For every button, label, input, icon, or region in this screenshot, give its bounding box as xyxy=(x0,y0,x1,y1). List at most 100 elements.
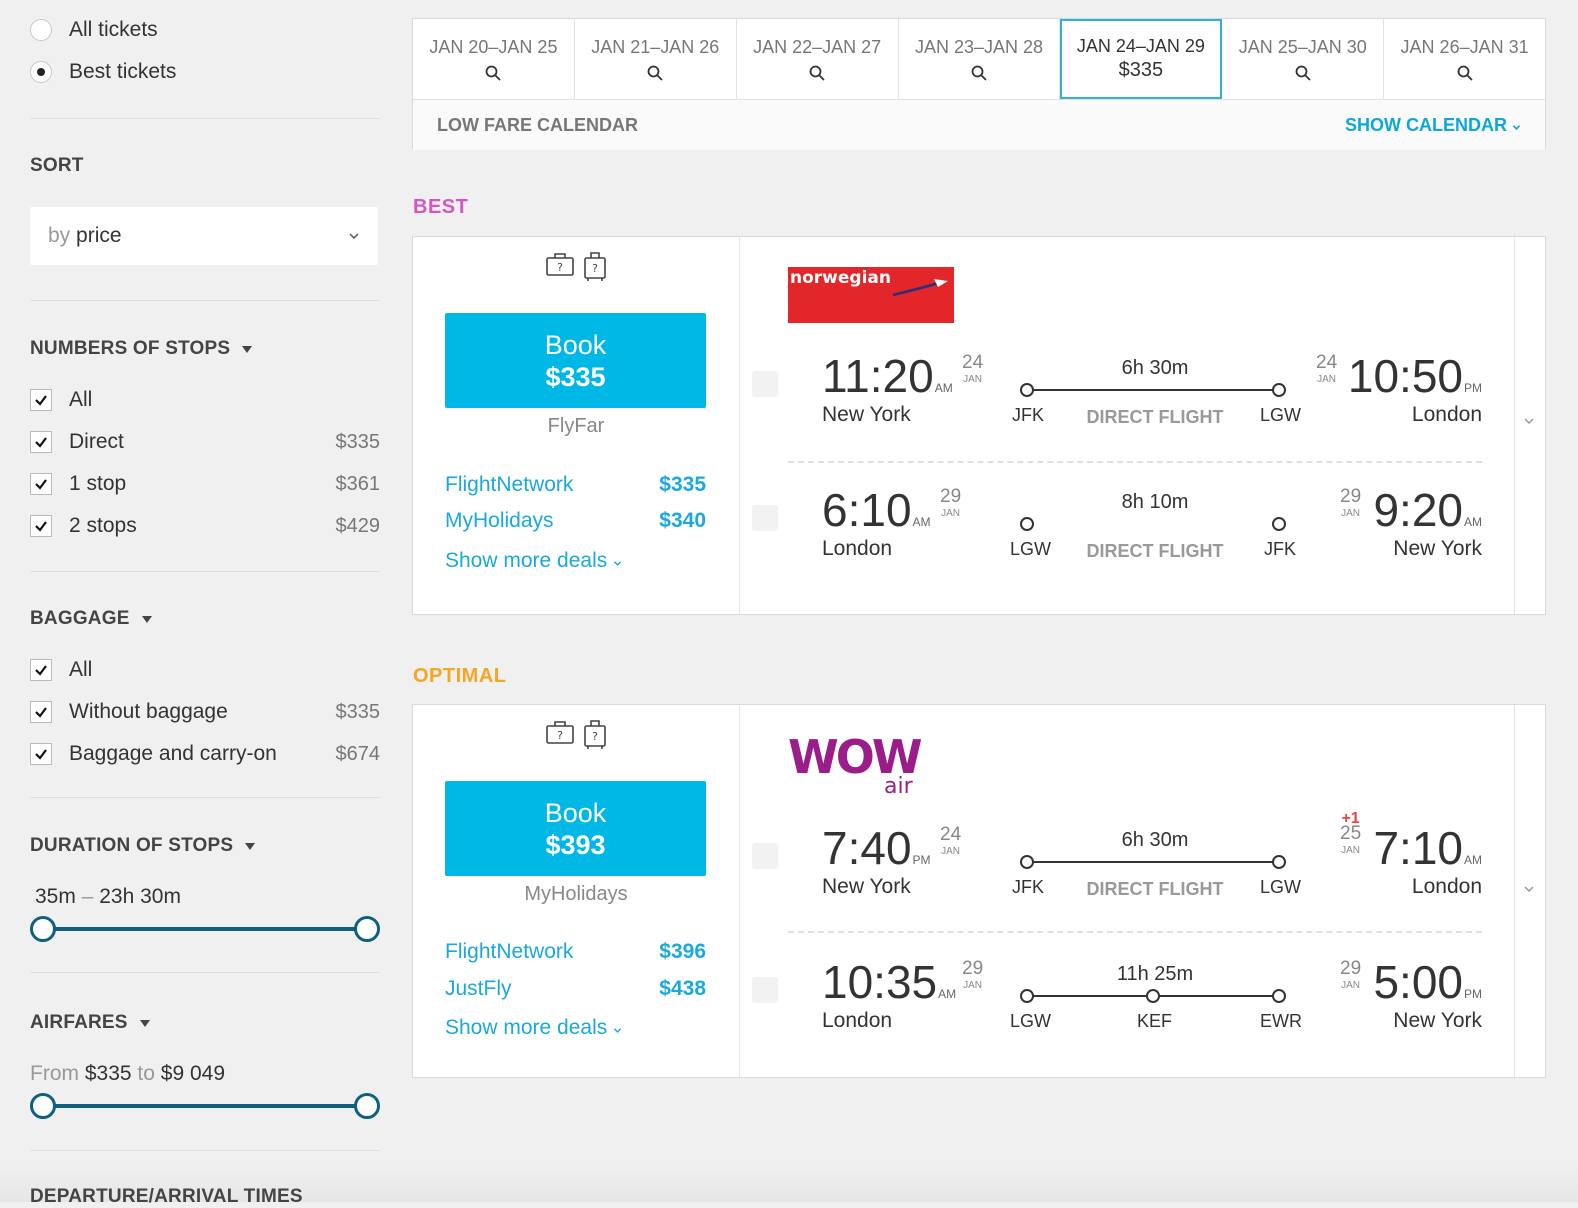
radio-best-tickets[interactable]: Best tickets xyxy=(30,51,382,93)
alt-deal[interactable]: FlightNetwork $396 xyxy=(445,940,706,964)
date-option[interactable]: JAN 22–JAN 27 xyxy=(737,19,899,99)
stops-list: All Direct $335 1 stop $361 2 stops $429 xyxy=(30,379,380,547)
am-pm: AM xyxy=(912,515,931,529)
caret-down-icon xyxy=(242,345,253,353)
flight-duration: 8h 10m xyxy=(1121,491,1189,513)
checkbox[interactable] xyxy=(30,473,52,495)
stops-option-all[interactable]: All xyxy=(30,379,380,421)
search-icon xyxy=(971,65,987,81)
slider-track xyxy=(42,927,368,931)
checkbox[interactable] xyxy=(30,515,52,537)
leg-select-checkbox[interactable] xyxy=(752,505,778,531)
day: 29 xyxy=(940,486,962,507)
airfares-title[interactable]: AIRFARES xyxy=(30,1012,150,1034)
alt-deal[interactable]: JustFly $438 xyxy=(445,977,706,1001)
slider-handle-min[interactable] xyxy=(30,1093,56,1119)
checkbox[interactable] xyxy=(30,659,52,681)
destination-airport: LGW xyxy=(1260,877,1302,897)
times-title-visible[interactable]: DEPARTURE/ARRIVAL TIMES xyxy=(30,1186,303,1207)
radio-button[interactable] xyxy=(30,19,52,41)
search-icon xyxy=(1295,65,1311,81)
baggage-option-with-carry-on[interactable]: Baggage and carry-on $674 xyxy=(30,733,380,775)
airport-dot xyxy=(1272,517,1286,531)
date-option[interactable]: JAN 21–JAN 26 xyxy=(575,19,737,99)
stops-option-2-stops[interactable]: 2 stops $429 xyxy=(30,505,380,547)
leg-select-checkbox[interactable] xyxy=(752,371,778,397)
baggage-option-without[interactable]: Without baggage $335 xyxy=(30,691,380,733)
checkbox[interactable] xyxy=(30,431,52,453)
book-label: Book xyxy=(544,797,607,828)
chevron-down-icon[interactable] xyxy=(1523,417,1535,425)
airport-dot xyxy=(1272,855,1286,869)
am-pm: AM xyxy=(1464,853,1482,867)
leg-select-checkbox[interactable] xyxy=(752,843,778,869)
am-pm: AM xyxy=(938,987,957,1001)
month: JAN xyxy=(963,374,983,385)
date-option[interactable]: JAN 20–JAN 25 xyxy=(413,19,575,99)
day: 24 xyxy=(962,352,984,373)
book-button[interactable]: Book $335 xyxy=(445,313,706,408)
time: 11:20 xyxy=(822,350,934,402)
airfares-slider[interactable] xyxy=(30,1093,380,1119)
day: 29 xyxy=(1340,486,1362,507)
airfare-max: $9 049 xyxy=(160,1062,225,1085)
radio-button-selected[interactable] xyxy=(30,61,52,83)
duration-slider[interactable] xyxy=(30,916,380,942)
date-bar: JAN 20–JAN 25 JAN 21–JAN 26 JAN 22–JAN 2… xyxy=(412,18,1546,150)
svg-text:?: ? xyxy=(592,262,598,275)
arrival-time: 10:50PM xyxy=(1348,351,1482,413)
expand-column[interactable] xyxy=(1515,237,1545,614)
show-calendar-link[interactable]: SHOW CALENDAR xyxy=(1345,115,1521,136)
chevron-down-icon[interactable] xyxy=(1523,885,1535,893)
time: 10:50 xyxy=(1347,350,1463,402)
departure-city: London xyxy=(822,537,893,560)
date-option[interactable]: JAN 23–JAN 28 xyxy=(899,19,1061,99)
show-more-deals-link[interactable]: Show more deals xyxy=(445,549,622,573)
divider xyxy=(30,118,380,119)
checkmark-icon xyxy=(35,479,47,490)
am-pm: AM xyxy=(1464,515,1482,529)
am-pm: PM xyxy=(1464,987,1482,1001)
deal-vendor: JustFly xyxy=(445,977,512,1000)
search-icon xyxy=(1457,65,1473,81)
date-option[interactable]: JAN 26–JAN 31 xyxy=(1384,19,1545,99)
sort-prefix: by xyxy=(48,224,71,247)
stops-title[interactable]: NUMBERS OF STOPS xyxy=(30,338,253,360)
date-option[interactable]: JAN 25–JAN 30 xyxy=(1222,19,1385,99)
slider-handle-min[interactable] xyxy=(30,916,56,942)
day: 24 xyxy=(1316,352,1338,373)
slider-handle-max[interactable] xyxy=(354,1093,380,1119)
alt-deal[interactable]: MyHolidays $340 xyxy=(445,509,706,533)
day: 29 xyxy=(1340,958,1362,979)
checkbox[interactable] xyxy=(30,743,52,765)
baggage-title-text: BAGGAGE xyxy=(30,608,130,629)
baggage-title[interactable]: BAGGAGE xyxy=(30,608,152,630)
departure-time: 7:40PM xyxy=(822,823,931,885)
chevron-down-icon xyxy=(613,1028,622,1033)
caret-down-icon xyxy=(141,615,152,623)
duration-title[interactable]: DURATION OF STOPS xyxy=(30,835,256,857)
stops-option-direct[interactable]: Direct $335 xyxy=(30,421,380,463)
show-more-deals-link[interactable]: Show more deals xyxy=(445,1016,622,1040)
date-range: JAN 24–JAN 29 xyxy=(1076,36,1205,56)
leg-select-checkbox[interactable] xyxy=(752,977,778,1003)
alt-deal[interactable]: FlightNetwork $335 xyxy=(445,473,706,497)
date-option-selected[interactable]: JAN 24–JAN 29 $335 xyxy=(1060,19,1223,99)
suitcase-unknown-icon: ? xyxy=(546,253,574,276)
baggage-option-all[interactable]: All xyxy=(30,649,380,691)
booking-panel: ? ? Book $335 FlyFar FlightNetwork $335 … xyxy=(413,237,740,614)
sort-select[interactable]: by price xyxy=(30,207,378,265)
expand-column[interactable] xyxy=(1515,705,1545,1077)
date-range: JAN 21–JAN 26 xyxy=(591,36,720,57)
slider-handle-max[interactable] xyxy=(354,916,380,942)
origin-airport: JFK xyxy=(1012,877,1045,897)
radio-all-tickets[interactable]: All tickets xyxy=(30,9,382,51)
destination-airport: LGW xyxy=(1260,405,1302,425)
checkbox[interactable] xyxy=(30,701,52,723)
book-button[interactable]: Book $393 xyxy=(445,781,706,876)
time: 5:00 xyxy=(1373,956,1463,1008)
route-line xyxy=(1022,861,1282,863)
arrival-city: New York xyxy=(1393,537,1482,560)
stops-option-1-stop[interactable]: 1 stop $361 xyxy=(30,463,380,505)
checkbox[interactable] xyxy=(30,389,52,411)
